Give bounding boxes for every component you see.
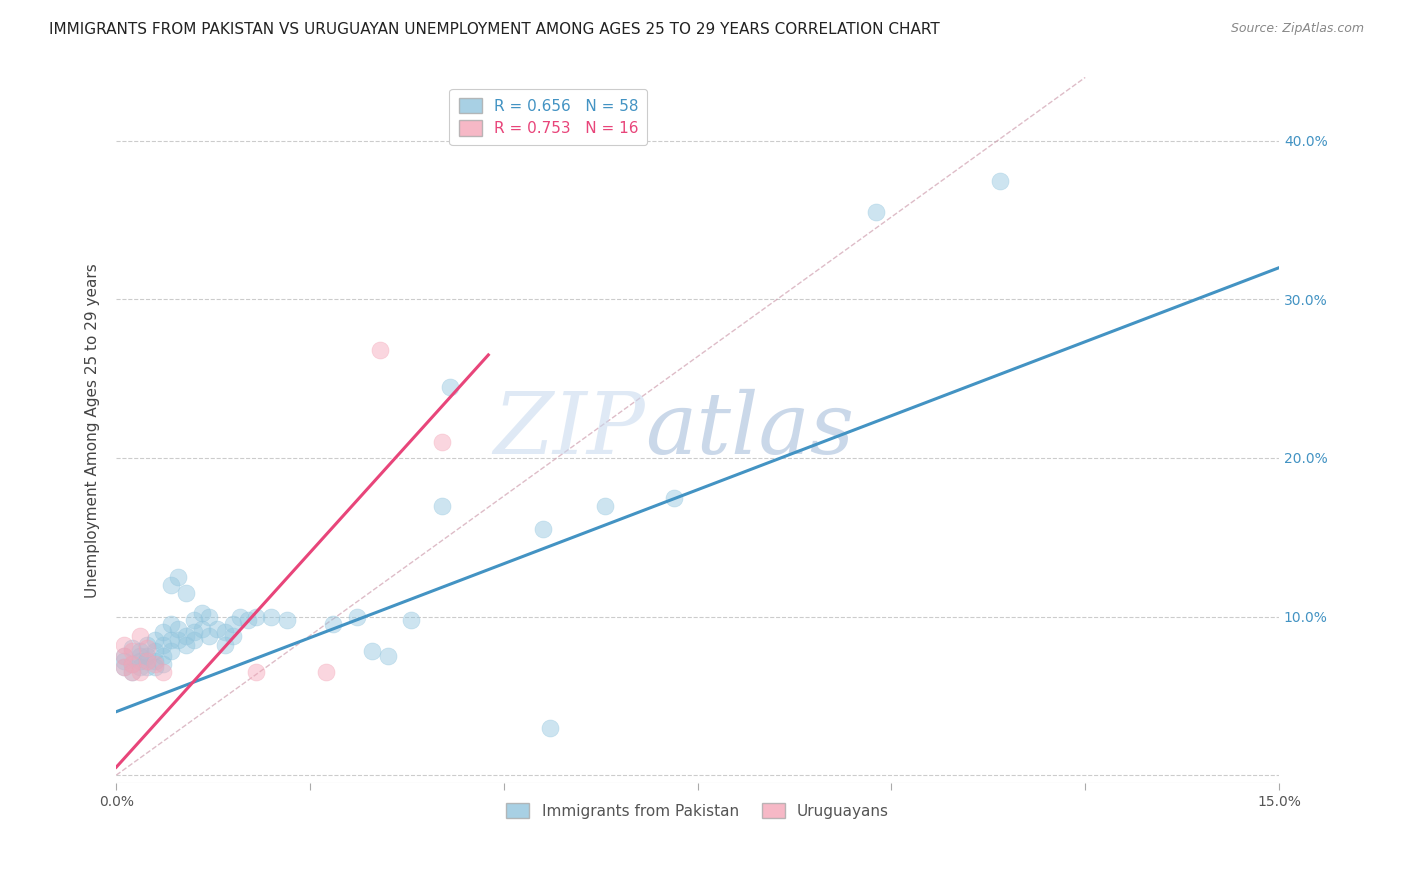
Point [214, 638, 236, 652]
Point [112, 660, 135, 674]
Legend: Immigrants from Pakistan, Uruguayans: Immigrants from Pakistan, Uruguayans [501, 797, 894, 825]
Point [439, 379, 461, 393]
Text: IMMIGRANTS FROM PAKISTAN VS URUGUAYAN UNEMPLOYMENT AMONG AGES 25 TO 29 YEARS COR: IMMIGRANTS FROM PAKISTAN VS URUGUAYAN UN… [49, 22, 941, 37]
Point [531, 522, 554, 536]
Point [245, 665, 267, 679]
Point [167, 622, 190, 636]
Point [128, 665, 150, 679]
Point [121, 665, 143, 679]
Point [183, 625, 205, 640]
Point [128, 629, 150, 643]
Point [260, 609, 283, 624]
Point [159, 578, 181, 592]
Point [128, 660, 150, 674]
Point [167, 570, 190, 584]
Point [143, 654, 166, 668]
Point [361, 644, 384, 658]
Point [368, 343, 391, 358]
Point [112, 649, 135, 664]
Point [538, 721, 561, 735]
Point [315, 665, 337, 679]
Point [276, 613, 298, 627]
Point [143, 633, 166, 648]
Point [152, 625, 174, 640]
Point [198, 629, 221, 643]
Point [988, 173, 1011, 187]
Point [128, 644, 150, 658]
Point [190, 607, 212, 621]
Point [143, 644, 166, 658]
Text: ZIP: ZIP [494, 389, 645, 472]
Point [143, 660, 166, 674]
Point [136, 654, 159, 668]
Point [174, 629, 197, 643]
Point [112, 649, 135, 664]
Point [112, 660, 135, 674]
Point [159, 644, 181, 658]
Point [143, 657, 166, 672]
Point [167, 633, 190, 648]
Point [159, 633, 181, 648]
Point [214, 625, 236, 640]
Point [121, 644, 143, 658]
Point [112, 654, 135, 668]
Point [221, 617, 243, 632]
Point [136, 638, 159, 652]
Point [593, 499, 616, 513]
Point [221, 629, 243, 643]
Point [322, 617, 344, 632]
Point [236, 613, 259, 627]
Point [152, 657, 174, 672]
Point [112, 638, 135, 652]
Point [136, 660, 159, 674]
Point [136, 654, 159, 668]
Point [128, 654, 150, 668]
Point [346, 609, 368, 624]
Point [245, 609, 267, 624]
Point [190, 622, 212, 636]
Point [121, 657, 143, 672]
Point [152, 649, 174, 664]
Point [430, 499, 453, 513]
Point [377, 649, 399, 664]
Point [121, 657, 143, 672]
Point [136, 649, 159, 664]
Point [183, 633, 205, 648]
Point [152, 665, 174, 679]
Text: Source: ZipAtlas.com: Source: ZipAtlas.com [1230, 22, 1364, 36]
Point [121, 665, 143, 679]
Point [152, 638, 174, 652]
Point [205, 622, 228, 636]
Point [174, 586, 197, 600]
Point [430, 435, 453, 450]
Point [174, 638, 197, 652]
Point [183, 613, 205, 627]
Y-axis label: Unemployment Among Ages 25 to 29 years: Unemployment Among Ages 25 to 29 years [86, 263, 100, 598]
Point [229, 609, 252, 624]
Point [399, 613, 422, 627]
Point [865, 205, 887, 219]
Point [664, 491, 686, 505]
Point [128, 649, 150, 664]
Point [198, 609, 221, 624]
Text: atlas: atlas [645, 389, 855, 472]
Point [136, 641, 159, 656]
Point [159, 617, 181, 632]
Point [121, 641, 143, 656]
